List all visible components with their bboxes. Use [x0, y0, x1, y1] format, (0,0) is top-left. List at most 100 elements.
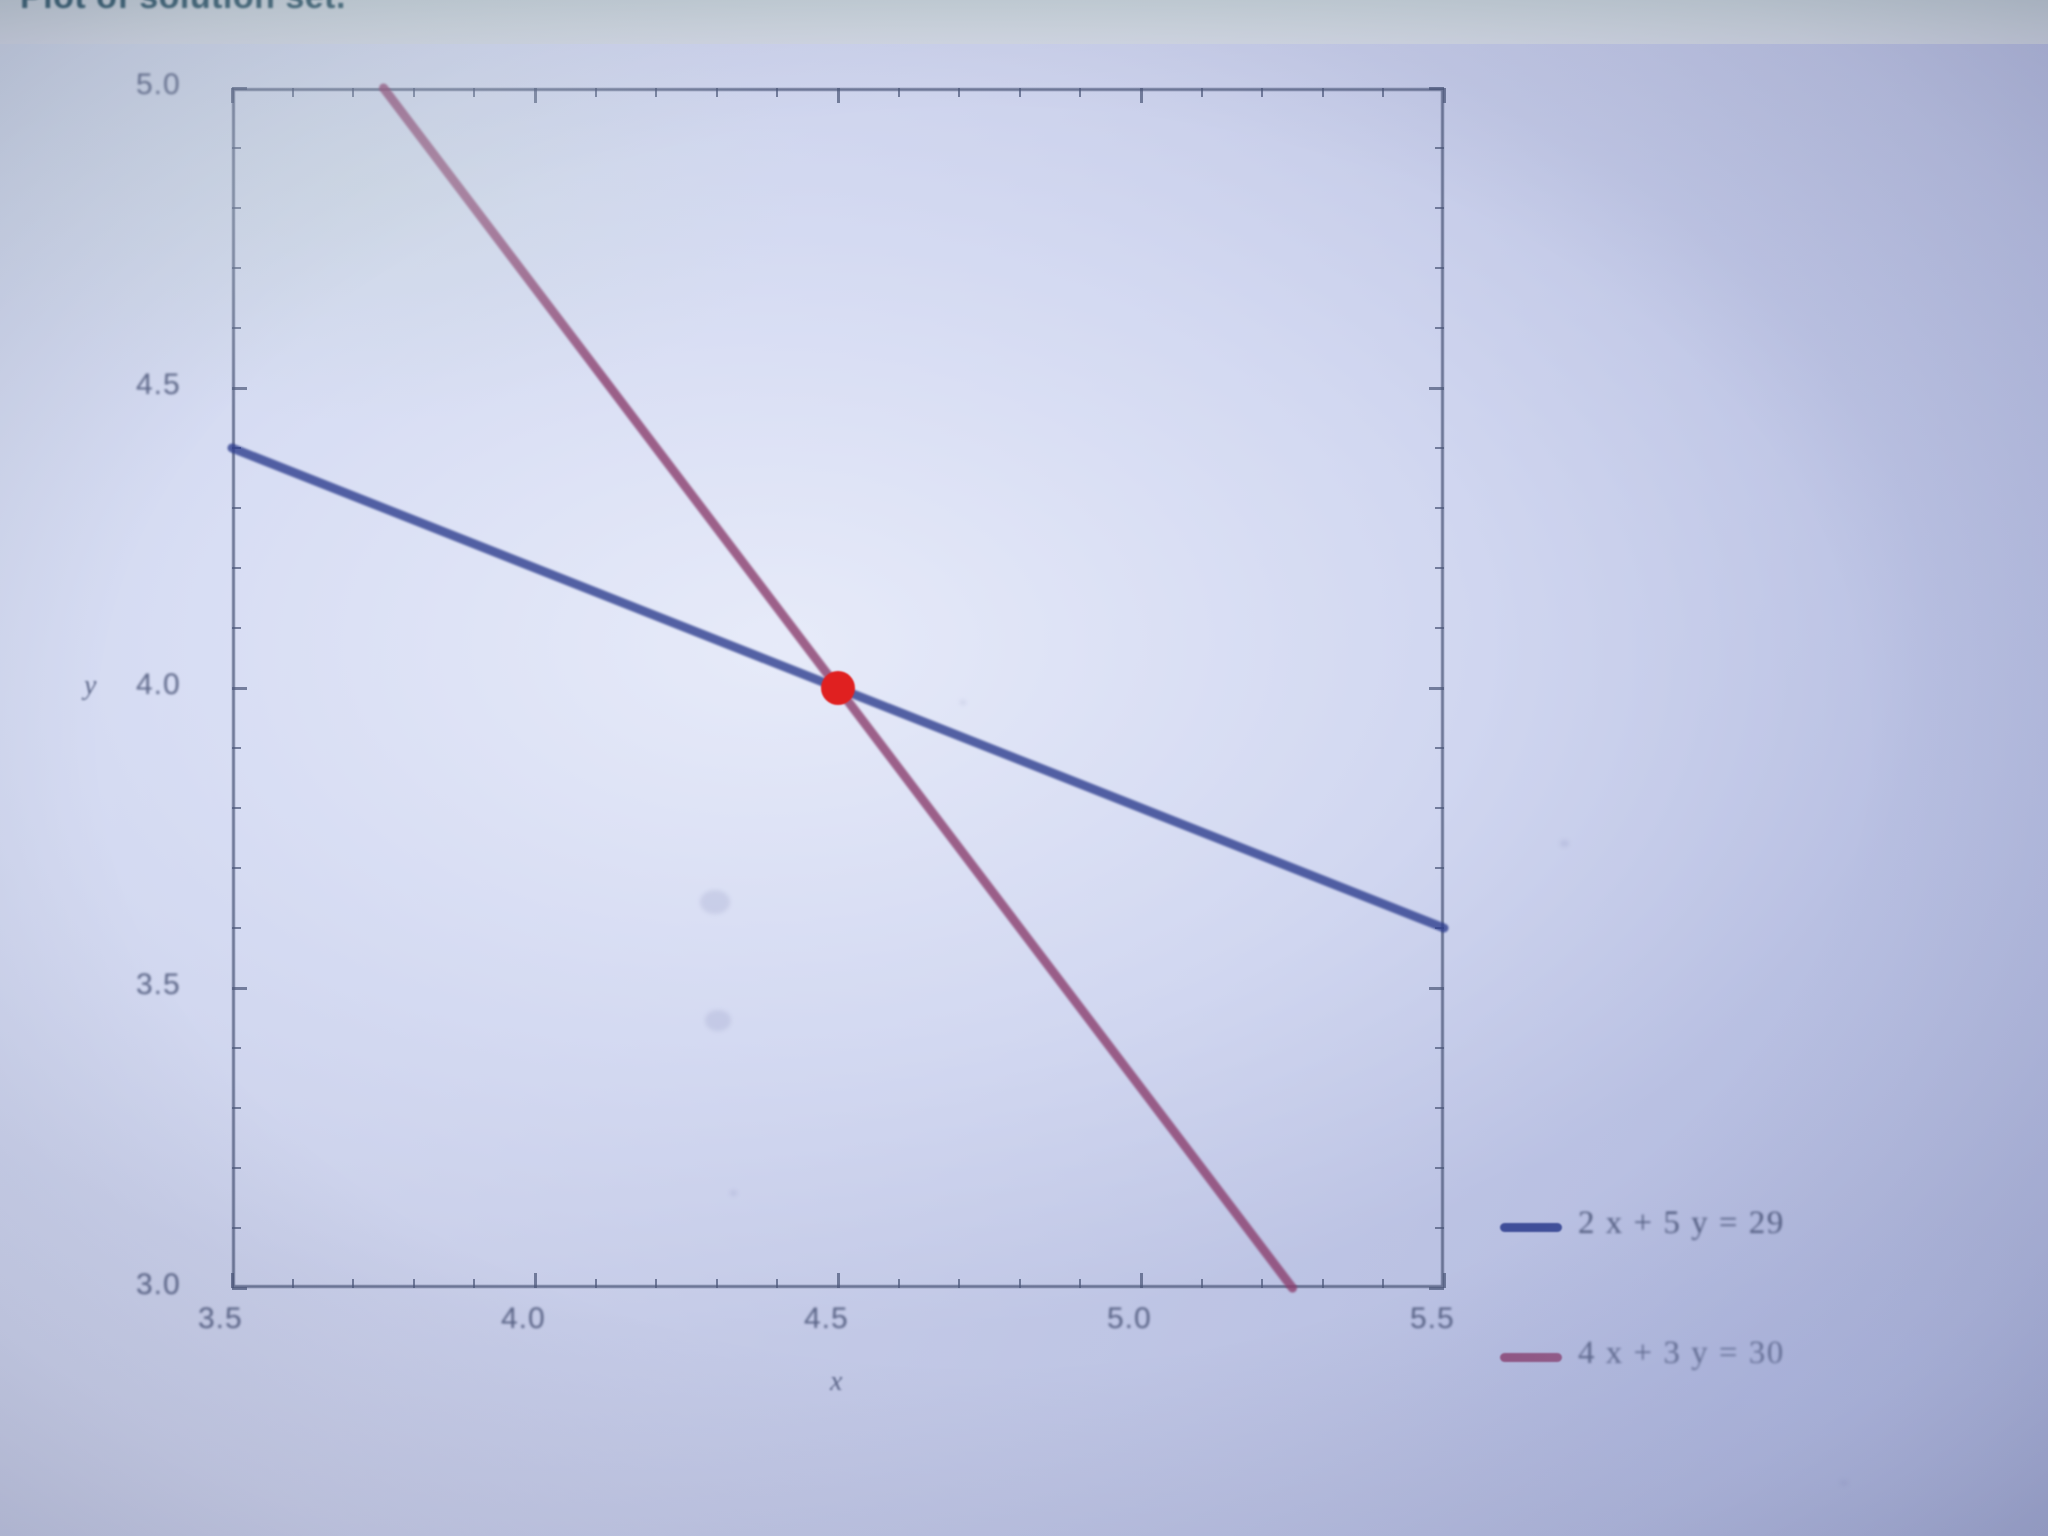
- x-tick-minor-top: [1200, 88, 1203, 97]
- x-tick-minor: [352, 1279, 355, 1288]
- y-tick-minor: [232, 627, 241, 629]
- y-tick-major: [232, 387, 247, 390]
- y-tick-minor: [232, 267, 241, 269]
- page-title: Plot of solution set.: [20, 0, 346, 17]
- x-tick-minor: [1079, 1279, 1082, 1288]
- x-tick-minor-top: [958, 88, 961, 97]
- y-tick-minor: [232, 1047, 241, 1049]
- legend-item-series-2[interactable]: 4 x + 3 y = 30: [1500, 1335, 2020, 1465]
- y-tick-minor: [232, 807, 241, 809]
- y-axis-title: y: [84, 670, 97, 701]
- y-tick-major-right: [1429, 987, 1444, 990]
- x-tick-minor: [1261, 1279, 1264, 1288]
- y-tick-label: 3.5: [136, 968, 181, 1001]
- screen-speck: [960, 700, 966, 705]
- legend-label-series-1: 2 x + 5 y = 29: [1578, 1205, 1785, 1241]
- x-tick-minor-top: [897, 88, 900, 97]
- x-tick-minor: [1321, 1279, 1324, 1288]
- screen-speck: [730, 1190, 737, 1196]
- screen-speck: [1840, 1480, 1848, 1487]
- x-tick-label: 4.5: [804, 1302, 849, 1335]
- x-tick-minor: [473, 1279, 476, 1288]
- y-tick-minor: [232, 1167, 241, 1169]
- x-tick-label: 3.5: [198, 1302, 243, 1335]
- x-tick-minor: [958, 1279, 961, 1288]
- y-tick-minor-right: [1435, 507, 1444, 509]
- y-tick-major: [232, 987, 247, 990]
- legend-swatch-series-2: [1500, 1353, 1562, 1362]
- y-tick-minor-right: [1435, 747, 1444, 749]
- x-tick-minor-top: [1261, 88, 1264, 97]
- y-tick-minor-right: [1435, 567, 1444, 569]
- y-tick-minor-right: [1435, 627, 1444, 629]
- y-tick-minor: [232, 1107, 241, 1109]
- y-tick-minor-right: [1435, 447, 1444, 449]
- x-tick-minor: [776, 1279, 779, 1288]
- x-tick-minor: [1018, 1279, 1021, 1288]
- x-tick-minor: [291, 1279, 294, 1288]
- legend-item-series-1[interactable]: 2 x + 5 y = 29: [1500, 1205, 2020, 1335]
- x-tick-minor-top: [594, 88, 597, 97]
- x-tick-minor-top: [715, 88, 718, 97]
- y-tick-minor-right: [1435, 1107, 1444, 1109]
- page-header-strip: Plot of solution set.: [0, 0, 2048, 44]
- plot-frame: [232, 88, 1444, 1288]
- y-tick-minor: [232, 207, 241, 209]
- y-tick-minor: [232, 747, 241, 749]
- y-tick-major-right: [1429, 87, 1444, 90]
- x-tick-minor: [412, 1279, 415, 1288]
- y-tick-minor-right: [1435, 927, 1444, 929]
- y-tick-minor-right: [1435, 1227, 1444, 1229]
- y-tick-major: [232, 687, 247, 690]
- x-tick-major-top: [837, 88, 840, 103]
- y-tick-minor-right: [1435, 1047, 1444, 1049]
- x-tick-minor-top: [473, 88, 476, 97]
- y-tick-minor: [232, 327, 241, 329]
- x-tick-minor-top: [1079, 88, 1082, 97]
- y-tick-minor: [232, 1227, 241, 1229]
- y-tick-major: [232, 87, 247, 90]
- y-tick-minor: [232, 927, 241, 929]
- x-tick-major-top: [534, 88, 537, 103]
- y-tick-minor: [232, 867, 241, 869]
- x-tick-minor: [594, 1279, 597, 1288]
- y-tick-label: 4.5: [136, 368, 181, 401]
- screen-speck: [705, 1010, 731, 1031]
- x-tick-major: [837, 1273, 840, 1288]
- y-tick-minor-right: [1435, 1167, 1444, 1169]
- x-tick-minor-top: [655, 88, 658, 97]
- y-tick-major-right: [1429, 387, 1444, 390]
- y-tick-minor: [232, 447, 241, 449]
- y-tick-minor-right: [1435, 207, 1444, 209]
- x-tick-minor: [897, 1279, 900, 1288]
- x-tick-minor-top: [291, 88, 294, 97]
- x-tick-major-top: [1443, 88, 1446, 103]
- x-tick-label: 5.0: [1107, 1302, 1152, 1335]
- x-tick-major: [1443, 1273, 1446, 1288]
- x-tick-minor-top: [1018, 88, 1021, 97]
- x-tick-label: 5.5: [1410, 1302, 1455, 1335]
- x-tick-major: [1140, 1273, 1143, 1288]
- x-tick-minor: [1382, 1279, 1385, 1288]
- screen-speck: [1560, 840, 1569, 848]
- y-tick-major-right: [1429, 687, 1444, 690]
- y-tick-minor-right: [1435, 147, 1444, 149]
- legend-swatch-series-1: [1500, 1223, 1562, 1232]
- x-tick-major: [534, 1273, 537, 1288]
- y-tick-minor: [232, 507, 241, 509]
- x-tick-major-top: [1140, 88, 1143, 103]
- x-tick-minor-top: [352, 88, 355, 97]
- y-tick-minor-right: [1435, 267, 1444, 269]
- x-tick-minor-top: [412, 88, 415, 97]
- x-tick-minor: [655, 1279, 658, 1288]
- x-tick-major-top: [231, 88, 234, 103]
- y-tick-major-right: [1429, 1287, 1444, 1290]
- legend-label-series-2: 4 x + 3 y = 30: [1578, 1335, 1785, 1371]
- x-tick-label: 4.0: [501, 1302, 546, 1335]
- y-tick-minor-right: [1435, 867, 1444, 869]
- legend: 2 x + 5 y = 29 4 x + 3 y = 30: [1500, 1205, 2020, 1465]
- y-tick-label: 5.0: [136, 68, 181, 101]
- y-tick-label: 3.0: [136, 1268, 181, 1301]
- x-axis-title: x: [830, 1366, 843, 1397]
- x-tick-minor-top: [1321, 88, 1324, 97]
